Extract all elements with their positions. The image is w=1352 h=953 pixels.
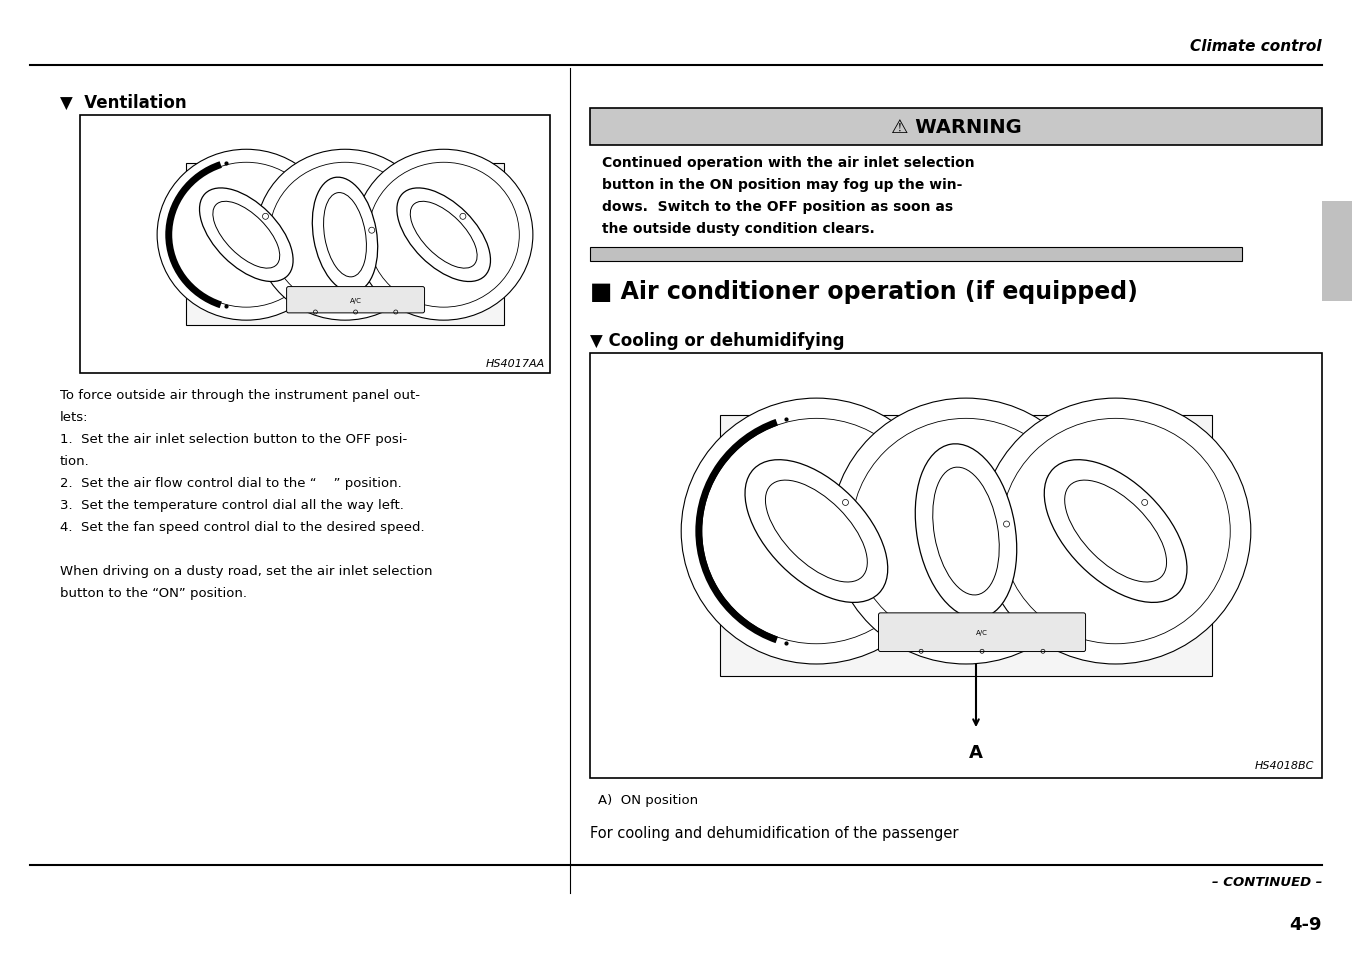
Circle shape — [842, 500, 849, 506]
Text: ▼  Ventilation: ▼ Ventilation — [59, 94, 187, 112]
Text: Climate control: Climate control — [1190, 39, 1322, 54]
Ellipse shape — [681, 398, 952, 664]
Text: 4.  Set the fan speed control dial to the desired speed.: 4. Set the fan speed control dial to the… — [59, 520, 425, 534]
Text: HS4017AA: HS4017AA — [485, 358, 545, 369]
Bar — [185, 164, 504, 326]
Text: ⚠ WARNING: ⚠ WARNING — [891, 118, 1021, 137]
Ellipse shape — [831, 398, 1101, 664]
Text: 2.  Set the air flow control dial to the “    ” position.: 2. Set the air flow control dial to the … — [59, 476, 402, 490]
Bar — [80, 116, 550, 374]
Text: tion.: tion. — [59, 455, 89, 468]
Ellipse shape — [368, 163, 519, 308]
Bar — [589, 248, 1242, 262]
Text: A)  ON position: A) ON position — [598, 793, 698, 806]
FancyBboxPatch shape — [879, 613, 1086, 652]
Ellipse shape — [915, 444, 1017, 618]
Ellipse shape — [410, 202, 477, 269]
Text: A/C: A/C — [350, 297, 361, 303]
Circle shape — [1141, 500, 1148, 506]
Text: HS4018BC: HS4018BC — [1255, 760, 1314, 770]
Ellipse shape — [354, 151, 533, 321]
Text: dows.  Switch to the OFF position as soon as: dows. Switch to the OFF position as soon… — [602, 200, 953, 213]
Text: Continued operation with the air inlet selection: Continued operation with the air inlet s… — [602, 156, 975, 170]
Text: 4-9: 4-9 — [1290, 915, 1322, 933]
Text: To force outside air through the instrument panel out-: To force outside air through the instrum… — [59, 389, 420, 401]
Ellipse shape — [256, 151, 434, 321]
Text: – CONTINUED –: – CONTINUED – — [1211, 875, 1322, 888]
Circle shape — [369, 228, 375, 233]
Ellipse shape — [1064, 480, 1167, 582]
Ellipse shape — [1000, 419, 1230, 644]
Bar — [719, 416, 1213, 677]
FancyBboxPatch shape — [287, 287, 425, 314]
Circle shape — [1003, 521, 1010, 527]
Ellipse shape — [397, 189, 491, 282]
Text: button in the ON position may fog up the win-: button in the ON position may fog up the… — [602, 178, 963, 192]
Bar — [589, 354, 1322, 779]
Ellipse shape — [212, 202, 280, 269]
Bar — [1322, 202, 1352, 302]
Bar — [589, 109, 1322, 146]
Ellipse shape — [852, 419, 1080, 644]
Ellipse shape — [702, 419, 932, 644]
Text: ▼ Cooling or dehumidifying: ▼ Cooling or dehumidifying — [589, 332, 845, 350]
Ellipse shape — [170, 163, 322, 308]
Text: 1.  Set the air inlet selection button to the OFF posi-: 1. Set the air inlet selection button to… — [59, 433, 407, 446]
Ellipse shape — [933, 468, 999, 596]
Circle shape — [460, 214, 466, 220]
Text: button to the “ON” position.: button to the “ON” position. — [59, 586, 247, 599]
Ellipse shape — [157, 151, 335, 321]
Text: lets:: lets: — [59, 411, 88, 423]
Text: When driving on a dusty road, set the air inlet selection: When driving on a dusty road, set the ai… — [59, 564, 433, 578]
Text: For cooling and dehumidification of the passenger: For cooling and dehumidification of the … — [589, 825, 959, 841]
Ellipse shape — [1044, 460, 1187, 603]
Ellipse shape — [269, 163, 420, 308]
Circle shape — [262, 214, 269, 220]
Text: 3.  Set the temperature control dial all the way left.: 3. Set the temperature control dial all … — [59, 498, 404, 512]
Ellipse shape — [765, 480, 868, 582]
Ellipse shape — [312, 178, 377, 293]
Ellipse shape — [980, 398, 1251, 664]
Ellipse shape — [745, 460, 888, 603]
Ellipse shape — [323, 193, 366, 277]
Text: A: A — [969, 743, 983, 761]
Text: the outside dusty condition clears.: the outside dusty condition clears. — [602, 222, 875, 235]
Ellipse shape — [200, 189, 293, 282]
Text: ■ Air conditioner operation (if equipped): ■ Air conditioner operation (if equipped… — [589, 280, 1138, 304]
Text: A/C: A/C — [976, 630, 988, 636]
